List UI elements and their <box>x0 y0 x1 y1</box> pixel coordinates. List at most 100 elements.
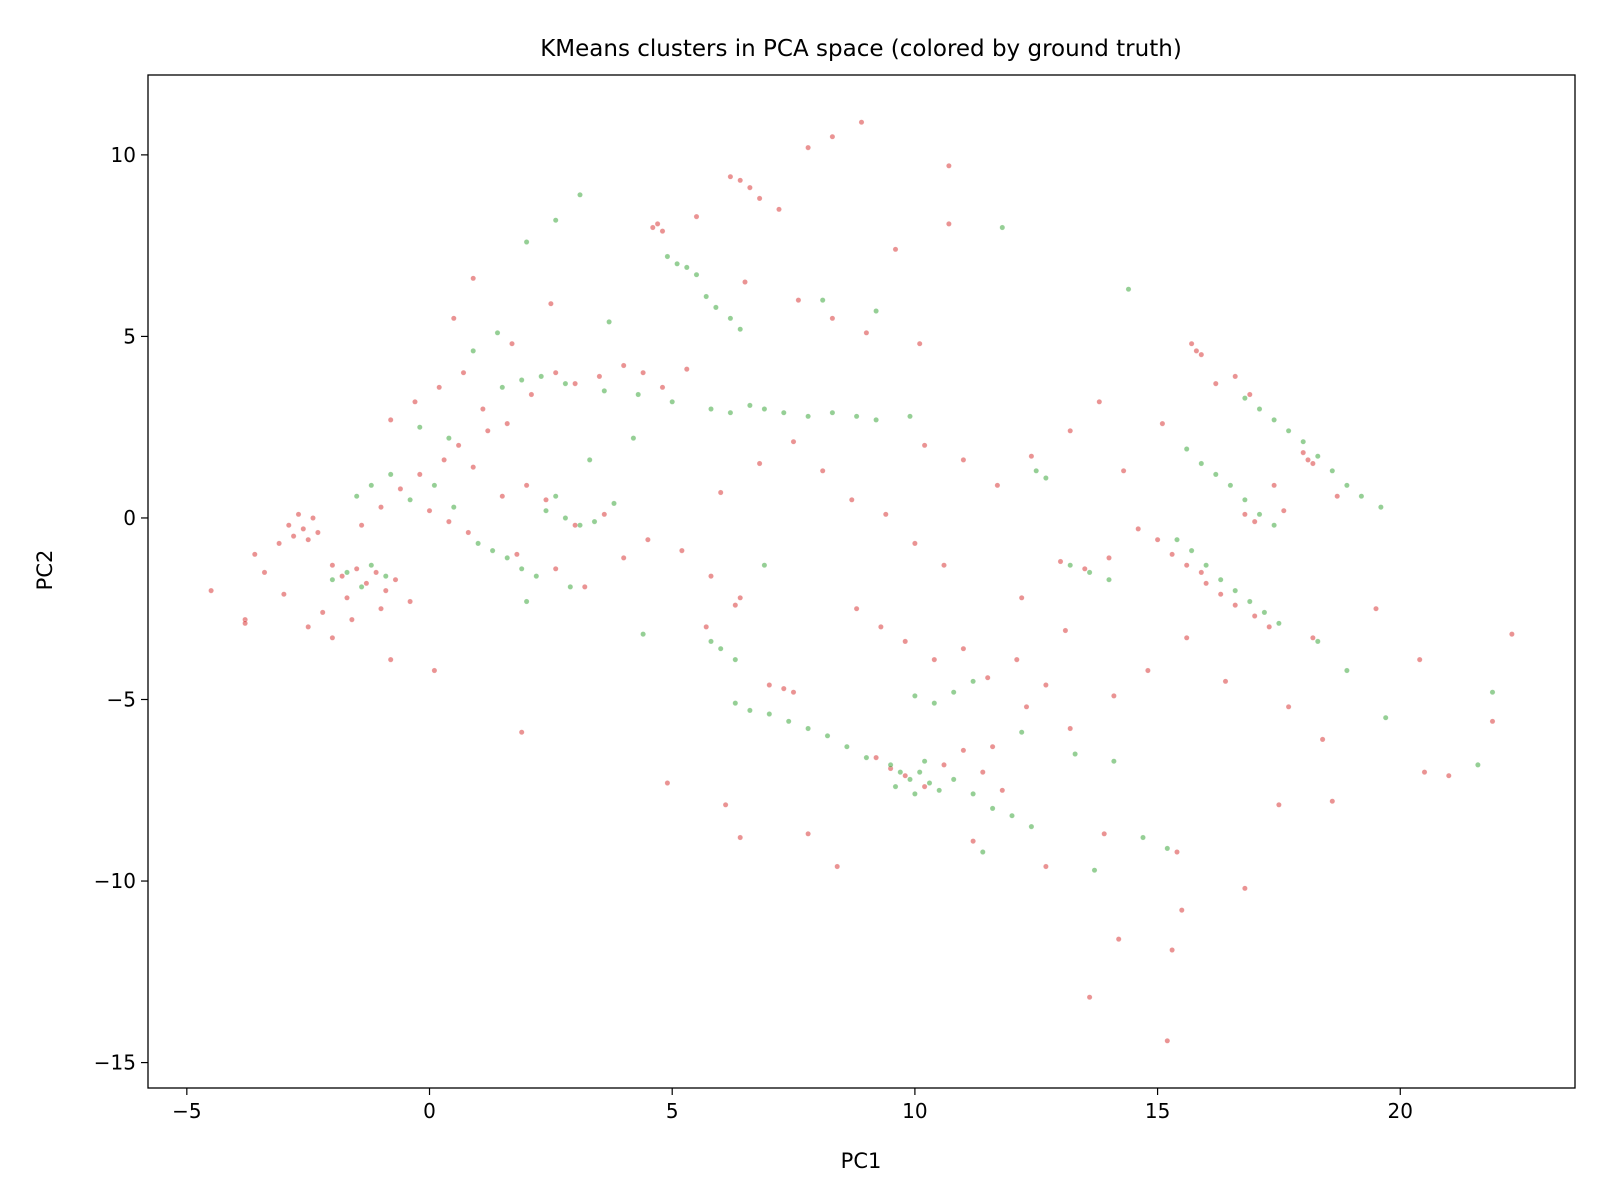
scatter-point <box>1193 348 1200 354</box>
scatter-point <box>1164 845 1171 852</box>
scatter-point <box>518 729 525 736</box>
scatter-point <box>470 348 477 354</box>
scatter-point <box>552 369 559 376</box>
scatter-point <box>1174 536 1180 543</box>
scatter-point <box>1300 449 1306 456</box>
scatter-point <box>450 504 457 510</box>
scatter-point <box>883 511 889 518</box>
plot-area-frame <box>147 74 1576 1089</box>
scatter-point <box>873 754 879 761</box>
scatter-point <box>295 511 302 518</box>
scatter-point <box>950 689 957 696</box>
scatter-point <box>319 609 326 616</box>
scatter-point <box>1009 812 1015 819</box>
scatter-point <box>916 340 923 347</box>
scatter-point <box>708 573 714 579</box>
scatter-point <box>761 562 768 569</box>
scatter-point <box>703 293 710 300</box>
scatter-point <box>518 377 525 383</box>
scatter-point <box>465 529 472 536</box>
scatter-point <box>732 602 739 608</box>
scatter-point <box>504 555 511 561</box>
scatter-point <box>742 279 748 285</box>
scatter-point <box>251 551 258 558</box>
scatter-point <box>921 442 928 449</box>
scatter-point <box>829 133 836 140</box>
x-tick-label: 0 <box>423 1099 436 1123</box>
scatter-point <box>1329 798 1336 805</box>
scatter-point <box>785 718 792 725</box>
scatter-point <box>727 409 734 416</box>
scatter-point <box>1188 547 1195 554</box>
scatter-point <box>960 645 967 652</box>
scatter-point <box>368 482 375 489</box>
scatter-point <box>805 831 811 837</box>
scatter-point <box>596 373 603 380</box>
scatter-point <box>373 569 379 576</box>
scatter-point <box>921 758 928 765</box>
scatter-point <box>577 522 583 529</box>
scatter-point <box>387 471 394 478</box>
scatter-point <box>528 391 535 398</box>
scatter-point <box>858 119 865 125</box>
scatter-point <box>1446 772 1452 779</box>
scatter-point <box>1382 714 1389 721</box>
scatter-point <box>659 384 666 391</box>
scatter-point <box>790 438 797 445</box>
scatter-point <box>1232 373 1238 380</box>
scatter-point <box>329 562 336 569</box>
scatter-point <box>630 435 637 441</box>
scatter-point <box>1242 395 1248 401</box>
x-tick-label: 20 <box>1388 1099 1413 1123</box>
scatter-point <box>392 576 399 583</box>
scatter-point <box>450 315 457 322</box>
scatter-point <box>1266 624 1272 630</box>
scatter-point <box>902 638 909 645</box>
scatter-point <box>1232 602 1238 608</box>
y-tick-label: −5 <box>107 688 136 712</box>
scatter-point <box>659 228 666 234</box>
scatter-point <box>1033 467 1039 474</box>
scatter-point <box>703 624 710 630</box>
scatter-point <box>1072 751 1078 757</box>
scatter-point <box>1247 391 1253 398</box>
scatter-point <box>946 221 952 227</box>
scatter-point <box>1183 562 1190 569</box>
scatter-point <box>523 598 530 605</box>
scatter-point <box>339 573 345 579</box>
scatter-point <box>358 522 365 529</box>
scatter-point <box>766 711 773 717</box>
scatter-point <box>470 275 477 282</box>
scatter-point <box>1067 725 1073 732</box>
scatter-point <box>489 547 496 554</box>
scatter-point <box>863 329 870 336</box>
scatter-point <box>1285 427 1292 434</box>
scatter-point <box>727 315 734 322</box>
scatter-point <box>446 518 452 525</box>
scatter-point <box>926 780 933 786</box>
scatter-point <box>1043 682 1049 688</box>
scatter-point <box>849 496 855 503</box>
scatter-point <box>717 645 724 652</box>
scatter-point <box>300 526 307 532</box>
scatter-point <box>310 515 316 521</box>
scatter-point <box>601 388 608 394</box>
scatter-point <box>470 464 477 470</box>
scatter-point <box>363 580 370 587</box>
scatter-point <box>853 413 860 420</box>
scatter-point <box>455 442 462 449</box>
scatter-point <box>620 362 627 369</box>
scatter-point <box>1310 635 1316 641</box>
scatter-point <box>829 409 836 416</box>
scatter-point <box>416 424 423 431</box>
scatter-point <box>1344 667 1350 674</box>
scatter-point <box>829 315 836 322</box>
scatter-point <box>892 246 899 253</box>
scatter-point <box>397 486 404 492</box>
scatter-point <box>1203 562 1209 569</box>
scatter-point <box>1315 638 1321 645</box>
scatter-point <box>1509 631 1515 637</box>
scatter-point <box>907 776 913 783</box>
scatter-point <box>717 489 724 496</box>
